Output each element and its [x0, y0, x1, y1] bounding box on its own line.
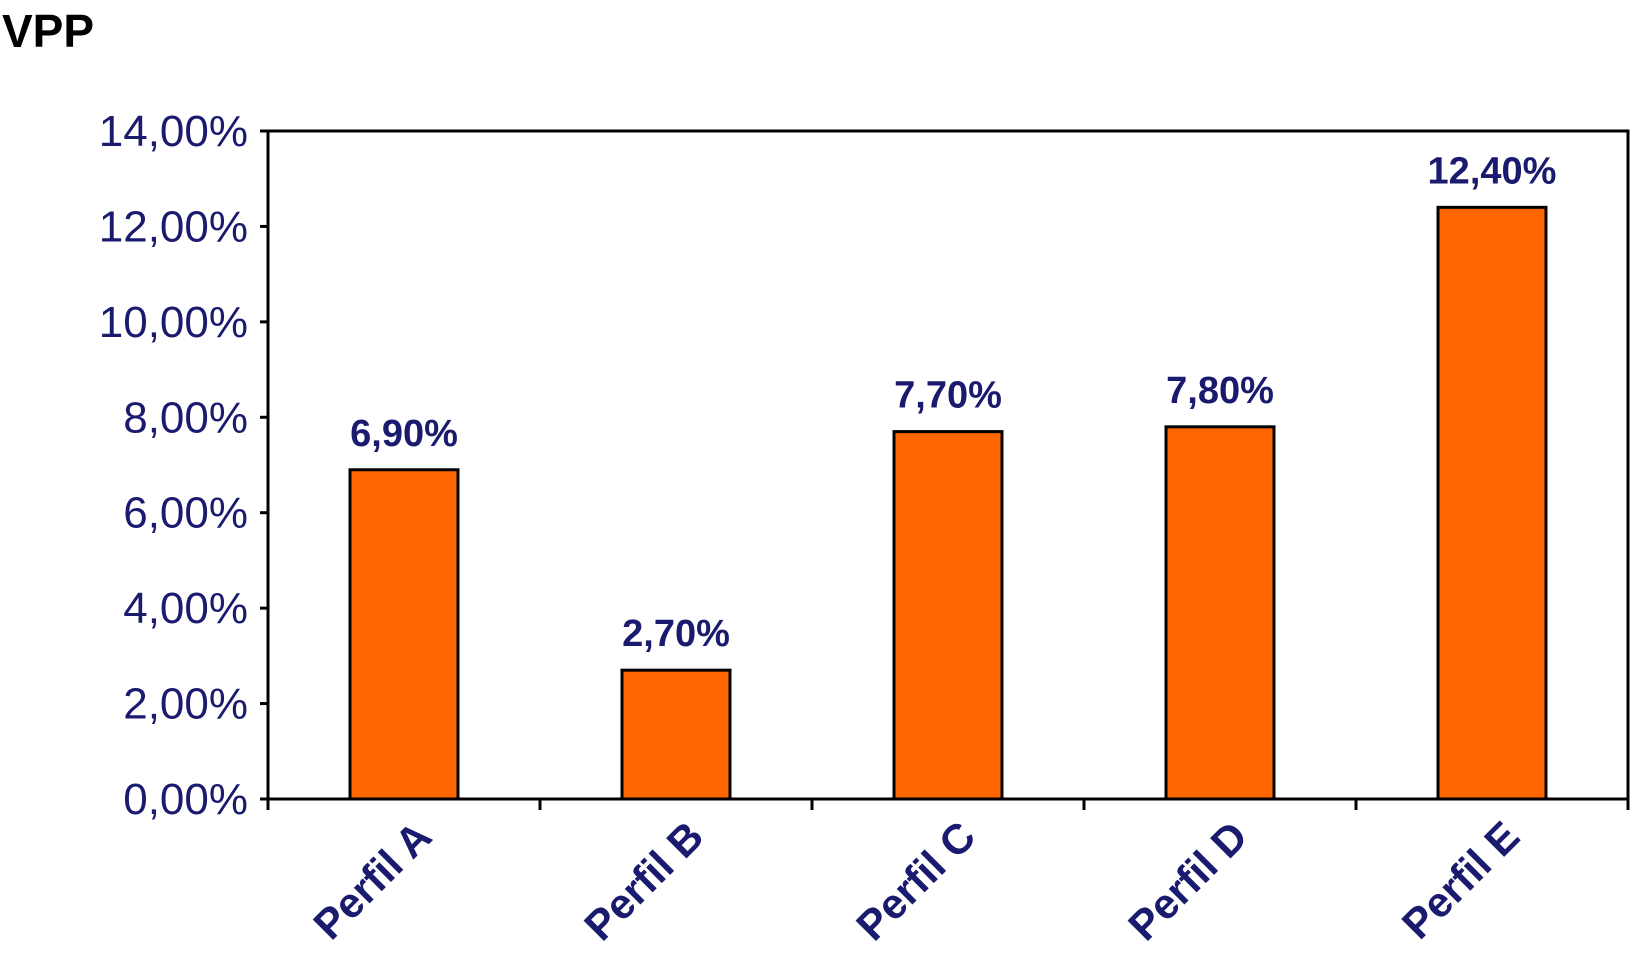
data-label: 7,70%: [894, 375, 1002, 417]
data-label: 7,80%: [1166, 370, 1274, 412]
chart-title: VPP: [2, 5, 95, 57]
data-label: 2,70%: [622, 613, 730, 655]
data-label: 6,90%: [350, 413, 458, 455]
x-category-label: Perfil D: [1119, 812, 1256, 949]
data-label: 12,40%: [1428, 150, 1557, 192]
x-category-label: Perfil B: [575, 812, 712, 949]
y-tick-label: 14,00%: [99, 107, 248, 156]
x-category-label: Perfil A: [304, 812, 440, 948]
y-tick-label: 4,00%: [123, 584, 248, 633]
bar-perfil-b: [620, 668, 732, 801]
y-tick-label: 2,00%: [123, 680, 248, 729]
y-tick-label: 8,00%: [123, 393, 248, 442]
x-category-label: Perfil E: [1393, 812, 1529, 948]
plot-area: 0,00% 2,00% 4,00% 6,00% 8,00% 10,00% 12,00% 14,…: [99, 107, 1630, 949]
y-tick-label: 6,00%: [123, 489, 248, 538]
x-category-label: Perfil C: [847, 812, 984, 949]
bar-perfil-d: [1164, 425, 1276, 801]
bar-perfil-a: [348, 468, 460, 801]
y-tick-label: 10,00%: [99, 298, 248, 347]
bar-perfil-e: [1436, 205, 1548, 801]
y-tick-label: 0,00%: [123, 775, 248, 824]
y-tick-label: 12,00%: [99, 202, 248, 251]
bar-perfil-c: [892, 430, 1004, 801]
